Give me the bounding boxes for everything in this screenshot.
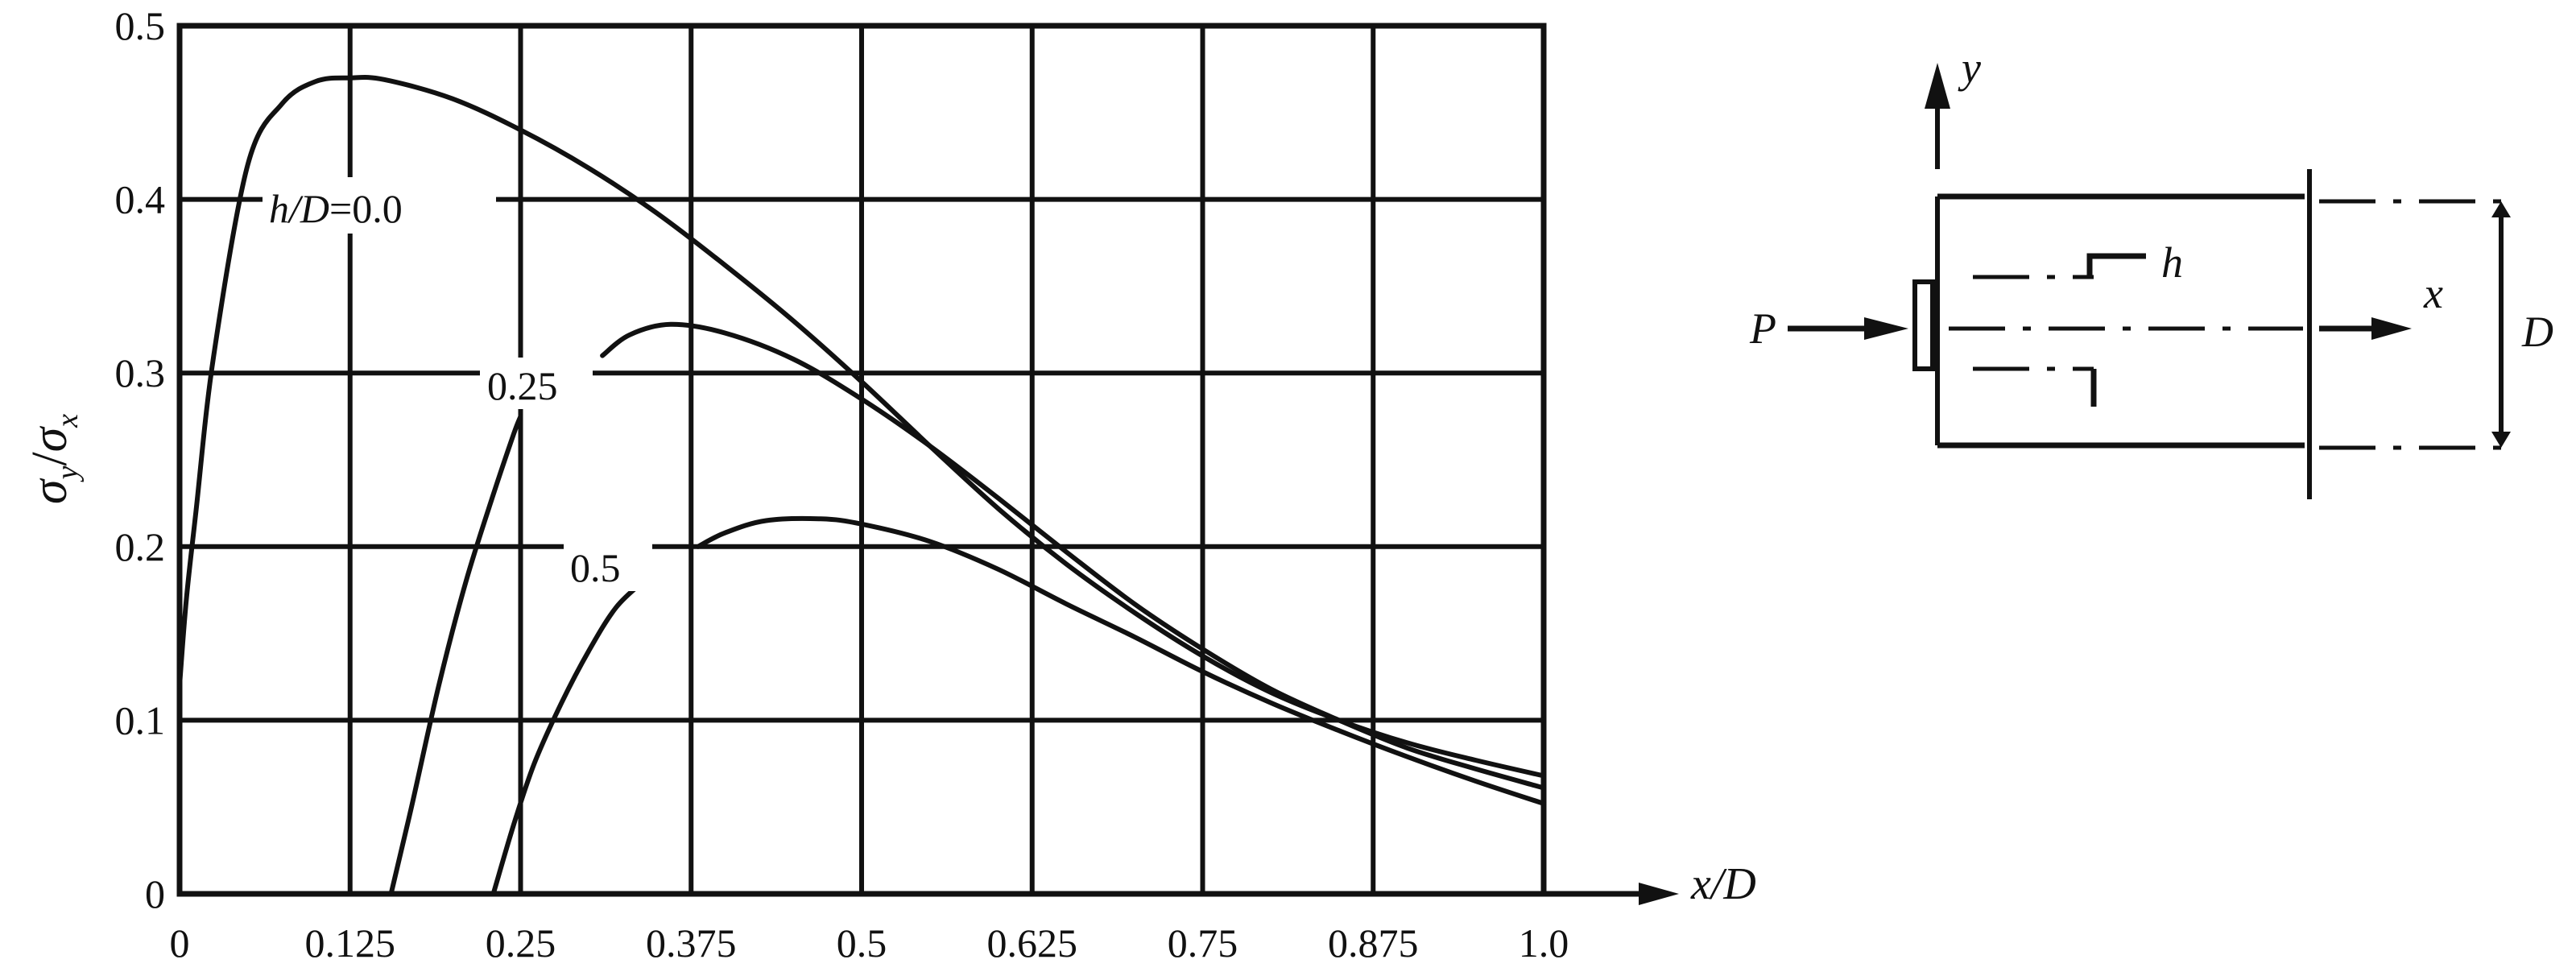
diagram-load-label: P bbox=[1749, 304, 1776, 353]
curve-label-h0-value: =0.0 bbox=[329, 186, 403, 231]
x-tick-label-8: 1.0 bbox=[1519, 920, 1569, 966]
x-axis-label: x/D bbox=[1690, 859, 1756, 909]
series-1-line-1 bbox=[600, 321, 1546, 791]
x-tick-label-6: 0.75 bbox=[1168, 920, 1238, 966]
label-bg-h0 bbox=[263, 177, 496, 234]
y-label-sigma-den: σ bbox=[23, 425, 77, 452]
diagram-dim-bottom-arrow-icon bbox=[2491, 432, 2511, 448]
y-label-sub-num: y bbox=[51, 465, 85, 482]
svg-text:σy/σx: σy/σx bbox=[23, 414, 85, 504]
label-bg-05 bbox=[564, 540, 652, 591]
diagram-depth-label: h bbox=[2161, 238, 2183, 287]
label-bg-025 bbox=[480, 358, 593, 409]
curve-label-025: 0.25 bbox=[487, 363, 558, 408]
y-tick-label-0: 0 bbox=[145, 871, 165, 916]
diagram-load-pad bbox=[1912, 279, 1935, 371]
diagram-dim-top-arrow-icon bbox=[2491, 201, 2511, 217]
curve-label-h0: h/D=0.0 bbox=[269, 186, 403, 231]
series-2-line-1 bbox=[695, 515, 1546, 806]
diagram-x-label: x bbox=[2423, 269, 2443, 317]
curve-label-05: 0.5 bbox=[570, 545, 621, 590]
diagram-load-arrow-icon bbox=[1864, 317, 1908, 340]
series-0-line-0 bbox=[177, 74, 1546, 779]
y-tick-label-5: 0.5 bbox=[115, 3, 166, 48]
grid bbox=[180, 26, 1544, 894]
ticks: 0 0.125 0.25 0.375 0.5 0.625 0.75 0.875 1.0 0 0.1 0… bbox=[115, 3, 1569, 966]
curve-label-h0-prefix: h/D bbox=[269, 186, 329, 231]
y-tick-label-4: 0.4 bbox=[115, 177, 166, 222]
diagram-y-label: y bbox=[1958, 43, 1981, 92]
x-tick-label-7: 0.875 bbox=[1328, 920, 1419, 966]
x-tick-label-1: 0.125 bbox=[305, 920, 396, 966]
x-tick-label-3: 0.375 bbox=[646, 920, 737, 966]
y-axis-label: σy/σx bbox=[23, 414, 85, 504]
diagram-y-arrow-icon bbox=[1925, 63, 1950, 109]
x-tick-label-4: 0.5 bbox=[837, 920, 887, 966]
diagram-x-arrow-icon bbox=[2371, 317, 2412, 340]
x-tick-label-2: 0.25 bbox=[486, 920, 556, 966]
y-label-sub-den: x bbox=[51, 414, 85, 428]
series-2-line-0 bbox=[490, 578, 646, 896]
y-tick-label-2: 0.2 bbox=[115, 524, 166, 569]
x-tick-label-5: 0.625 bbox=[987, 920, 1078, 966]
diagram-hole-top bbox=[2086, 253, 2146, 277]
x-axis-arrow-icon bbox=[1639, 883, 1679, 905]
y-label-sigma-num: σ bbox=[23, 478, 77, 504]
x-tick-label-0: 0 bbox=[170, 920, 190, 966]
series-1-line-0 bbox=[388, 414, 523, 896]
specimen-diagram: y h P x D bbox=[1749, 43, 2553, 499]
curves bbox=[177, 74, 1546, 896]
diagram-width-label: D bbox=[2521, 308, 2553, 356]
y-tick-label-3: 0.3 bbox=[115, 350, 166, 395]
y-tick-label-1: 0.1 bbox=[115, 697, 166, 742]
